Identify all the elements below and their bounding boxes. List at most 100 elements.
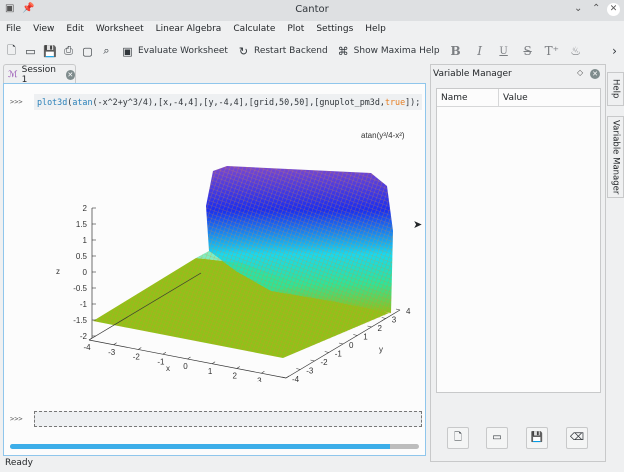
print-preview-icon[interactable]: ▢ (82, 44, 93, 58)
restart-icon: ↻ (238, 44, 249, 58)
x-axis-tick (285, 375, 290, 379)
y-axis-tick-label: -2 (321, 358, 329, 367)
x-axis-label: x (166, 364, 170, 373)
progress-fill (10, 444, 391, 449)
menu-view[interactable]: View (33, 24, 55, 34)
y-axis-tick-label: -1 (335, 350, 343, 359)
close-window-icon[interactable]: ✕ (607, 3, 620, 16)
x-axis-tick (162, 352, 167, 355)
title-bar: ▣ 📌 Cantor ⌄ ⌃ ✕ (0, 0, 624, 21)
mouse-cursor-icon: ➤ (413, 218, 423, 231)
z-axis-tick-label: 2 (83, 204, 88, 213)
variable-manager-panel: Variable Manager ◇ ✕ Name Value 🗋 ▭ 💾 ⌫ (430, 64, 606, 462)
menu-help[interactable]: Help (365, 24, 386, 34)
new-command-entry[interactable] (34, 411, 422, 427)
evaluate-worksheet-button[interactable]: ▣ Evaluate Worksheet (121, 45, 228, 58)
open-folder-icon[interactable]: ▭ (25, 44, 36, 58)
chevron-right-icon[interactable]: › (612, 44, 617, 58)
menu-plot[interactable]: Plot (287, 24, 305, 34)
toolbar: 🗋 ▭ 💾 ⎙ ▢ ⌕ ▣ Evaluate Worksheet ↻ Restart… (0, 40, 624, 62)
z-axis-label: z (56, 267, 60, 276)
new-entry-prompt: >>> (10, 415, 23, 423)
menu-linear-algebra[interactable]: Linear Algebra (155, 24, 222, 34)
window-title: Cantor (295, 4, 329, 15)
entry-prompt: >>> (10, 98, 23, 106)
menu-worksheet[interactable]: Worksheet (95, 24, 144, 34)
x-axis-tick-label: -4 (83, 343, 91, 352)
y-axis-tick (324, 351, 329, 353)
side-tab-help[interactable]: Help (607, 72, 624, 106)
y-axis-tick-label: 0 (349, 341, 354, 350)
worksheet[interactable]: >>> plot3d(atan(-x^2+y^3/4),[x,-4,4],[y,… (3, 83, 426, 456)
x-axis-tick-label: 2 (233, 372, 238, 381)
command-entry[interactable]: plot3d(atan(-x^2+y^3/4),[x,-4,4],[y,-4,4… (34, 94, 422, 110)
underline-icon[interactable]: U (499, 45, 508, 57)
progress-bar (10, 444, 419, 449)
float-icon[interactable]: ◇ (577, 68, 584, 77)
x-axis-tick-label: -3 (108, 348, 116, 357)
y-axis-tick-label: 2 (378, 324, 383, 333)
x-axis-tick (88, 337, 93, 341)
menu-edit[interactable]: Edit (66, 24, 84, 34)
menu-file[interactable]: File (6, 24, 22, 34)
new-file-icon[interactable]: 🗋 (7, 43, 16, 57)
print-icon[interactable]: ⎙ (64, 44, 73, 57)
close-panel-icon[interactable]: ✕ (590, 69, 600, 79)
x-axis-tick-label: 0 (183, 362, 188, 371)
menu-calculate[interactable]: Calculate (233, 24, 276, 34)
x-axis-tick (138, 347, 142, 350)
menu-settings[interactable]: Settings (316, 24, 354, 34)
fill-color-icon[interactable]: ♨ (570, 44, 581, 58)
y-axis-tick (367, 325, 372, 328)
y-axis-tick (310, 359, 315, 362)
variable-table[interactable]: Name Value (436, 88, 601, 393)
app-icon: ▣ (5, 3, 15, 14)
clear-variables-button[interactable]: ⌫ (566, 427, 588, 449)
panel-title: Variable Manager (433, 69, 512, 79)
bold-icon[interactable]: B (450, 44, 461, 58)
y-axis-tick-label: -3 (306, 367, 314, 376)
y-axis-tick-label: 4 (406, 307, 411, 316)
save-icon[interactable]: 💾 (43, 44, 57, 58)
plot-3d: atan(y³/4-x²) 21.510.50-0.5-1-1.5-2-4-3-… (56, 131, 411, 382)
z-axis-tick-label: -0.5 (73, 284, 87, 293)
maximize-icon[interactable]: ⌃ (592, 3, 601, 14)
superscript-icon[interactable]: T⁺ (544, 44, 559, 58)
side-tab-variable-manager[interactable]: Variable Manager (607, 116, 624, 198)
x-axis-tick (261, 371, 265, 374)
code-fn: plot3d (37, 97, 68, 107)
restart-backend-button[interactable]: ↻ Restart Backend (237, 45, 328, 58)
tab-label: Session 1 (21, 64, 56, 85)
z-axis-tick-label: 0.5 (76, 252, 88, 261)
strikethrough-icon[interactable]: S (523, 44, 532, 58)
code-bool: true (384, 97, 406, 107)
y-axis-tick (281, 376, 287, 379)
y-axis-label: y (379, 345, 383, 354)
x-axis-tick-label: -2 (133, 353, 141, 362)
help-label: Show Maxima Help (353, 46, 440, 56)
column-name[interactable]: Name (437, 89, 499, 107)
show-maxima-help-button[interactable]: ⌘ Show Maxima Help (337, 45, 440, 58)
search-icon[interactable]: ⌕ (103, 44, 110, 57)
surface (93, 166, 393, 358)
status-bar: Ready (5, 458, 33, 468)
x-axis-tick-label: 1 (208, 367, 213, 376)
x-axis-tick-label: -1 (157, 357, 165, 366)
x-axis-tick-label: 4 (282, 381, 287, 382)
italic-icon[interactable]: I (477, 44, 482, 58)
minimize-icon[interactable]: ⌄ (574, 3, 583, 14)
column-value[interactable]: Value (499, 89, 600, 107)
y-axis-tick-label: 1 (363, 333, 368, 342)
y-axis-tick-label: 3 (392, 316, 397, 325)
z-axis-tick-label: 0 (83, 268, 88, 277)
load-variables-button[interactable]: ▭ (486, 427, 508, 449)
x-axis-tick (187, 356, 191, 360)
z-axis-tick-label: -1 (80, 300, 88, 309)
tab-session-1[interactable]: ℳ Session 1 ✕ (3, 64, 76, 85)
save-variables-button[interactable]: 💾 (526, 427, 548, 449)
new-variable-button[interactable]: 🗋 (447, 427, 469, 449)
surface-mesh (93, 166, 393, 358)
run-icon: ▣ (122, 44, 133, 58)
close-tab-icon[interactable]: ✕ (65, 69, 75, 80)
pin-icon[interactable]: 📌 (22, 3, 35, 14)
